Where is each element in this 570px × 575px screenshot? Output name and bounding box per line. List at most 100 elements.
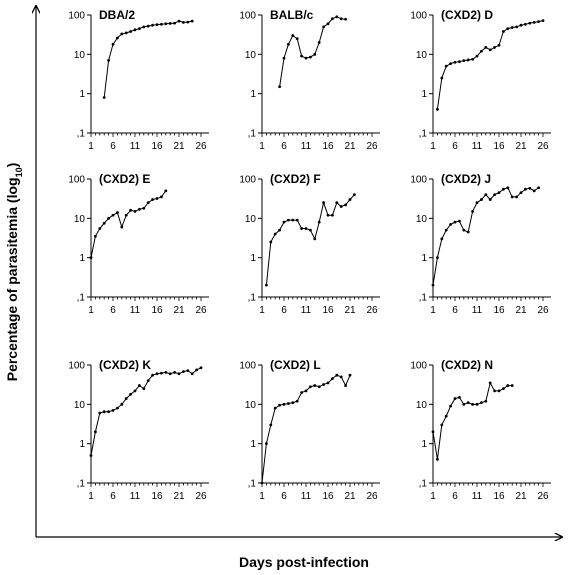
data-point xyxy=(537,20,540,23)
x-tick-label: 21 xyxy=(173,305,185,316)
data-point xyxy=(291,401,295,405)
panel-title: (CXD2) D xyxy=(441,8,493,22)
data-point xyxy=(326,22,330,26)
data-point xyxy=(488,198,492,201)
data-point xyxy=(160,22,163,26)
figure-x-axis-title: Days post-infection xyxy=(239,554,369,570)
data-point xyxy=(291,34,295,37)
data-point xyxy=(124,213,128,217)
x-tick-label: 16 xyxy=(493,305,505,316)
data-point xyxy=(471,402,474,406)
x-tick-label: 26 xyxy=(537,305,549,316)
x-tick-label: 1 xyxy=(259,305,265,316)
data-point xyxy=(453,60,457,64)
y-tick-label: 10 xyxy=(245,50,257,61)
data-point xyxy=(151,373,155,377)
data-point xyxy=(502,387,505,391)
x-tick-label: 6 xyxy=(110,305,116,316)
data-point xyxy=(102,410,106,414)
y-tick-label: 100 xyxy=(410,175,427,186)
data-point xyxy=(331,17,334,21)
data-point xyxy=(488,48,492,52)
x-tick-label: 16 xyxy=(151,491,163,502)
data-point xyxy=(510,26,514,29)
y-tick-label: 1 xyxy=(79,439,85,450)
data-point xyxy=(458,219,461,223)
y-tick-label: ,1 xyxy=(419,293,428,304)
x-tick-label: 16 xyxy=(493,491,505,502)
data-point xyxy=(449,223,452,226)
data-point xyxy=(331,213,334,217)
x-tick-label: 11 xyxy=(130,141,141,152)
data-point xyxy=(133,28,137,32)
data-point xyxy=(164,189,168,193)
y-tick-label: ,1 xyxy=(419,479,428,490)
y-tick-label: 10 xyxy=(245,400,257,411)
x-tick-label: 1 xyxy=(88,491,94,502)
y-tick-label: 100 xyxy=(410,361,427,372)
data-point xyxy=(269,240,273,244)
data-point xyxy=(317,385,321,389)
data-point xyxy=(458,60,461,64)
data-point xyxy=(317,220,321,224)
data-point xyxy=(475,201,479,205)
data-point xyxy=(107,59,110,62)
data-point xyxy=(146,201,150,205)
data-point xyxy=(515,195,518,199)
data-point xyxy=(146,379,150,383)
data-point xyxy=(146,24,150,28)
data-point xyxy=(120,32,124,36)
data-point xyxy=(339,205,343,208)
data-point xyxy=(300,391,303,394)
x-tick-label: 11 xyxy=(472,141,483,152)
y-tick-label: 1 xyxy=(421,439,427,450)
data-point xyxy=(160,371,163,375)
data-point xyxy=(182,20,185,24)
data-point xyxy=(107,410,110,414)
data-point xyxy=(94,234,97,238)
x-tick-label: 6 xyxy=(281,141,287,152)
data-point xyxy=(151,198,155,201)
data-point xyxy=(133,210,137,213)
data-point xyxy=(155,197,159,200)
data-point xyxy=(142,387,146,391)
data-point xyxy=(160,195,163,199)
y-tick-label: ,1 xyxy=(248,293,257,304)
data-point xyxy=(164,22,168,26)
data-point xyxy=(295,37,299,41)
data-point xyxy=(111,213,115,217)
data-point xyxy=(502,187,505,191)
x-tick-label: 16 xyxy=(322,491,334,502)
data-point xyxy=(475,54,479,58)
data-point xyxy=(265,283,268,287)
data-point xyxy=(453,397,457,400)
data-point xyxy=(111,42,115,46)
data-point xyxy=(326,381,330,385)
data-point xyxy=(436,107,439,111)
y-tick-label: ,1 xyxy=(419,129,428,140)
data-point xyxy=(142,206,146,210)
data-point xyxy=(519,191,523,195)
data-point xyxy=(335,15,339,19)
data-point xyxy=(278,228,281,232)
x-tick-label: 26 xyxy=(195,305,207,316)
data-point xyxy=(462,59,466,63)
x-tick-label: 6 xyxy=(110,491,116,502)
data-point xyxy=(484,399,488,403)
data-point xyxy=(537,186,540,190)
data-point xyxy=(177,372,181,376)
data-point xyxy=(190,372,194,376)
data-point xyxy=(326,213,330,217)
data-point xyxy=(265,442,268,446)
data-point xyxy=(295,399,299,403)
data-point xyxy=(304,227,308,230)
data-point xyxy=(444,414,448,418)
data-point xyxy=(480,401,483,405)
y-tick-label: ,1 xyxy=(77,479,86,490)
x-tick-label: 11 xyxy=(301,305,312,316)
